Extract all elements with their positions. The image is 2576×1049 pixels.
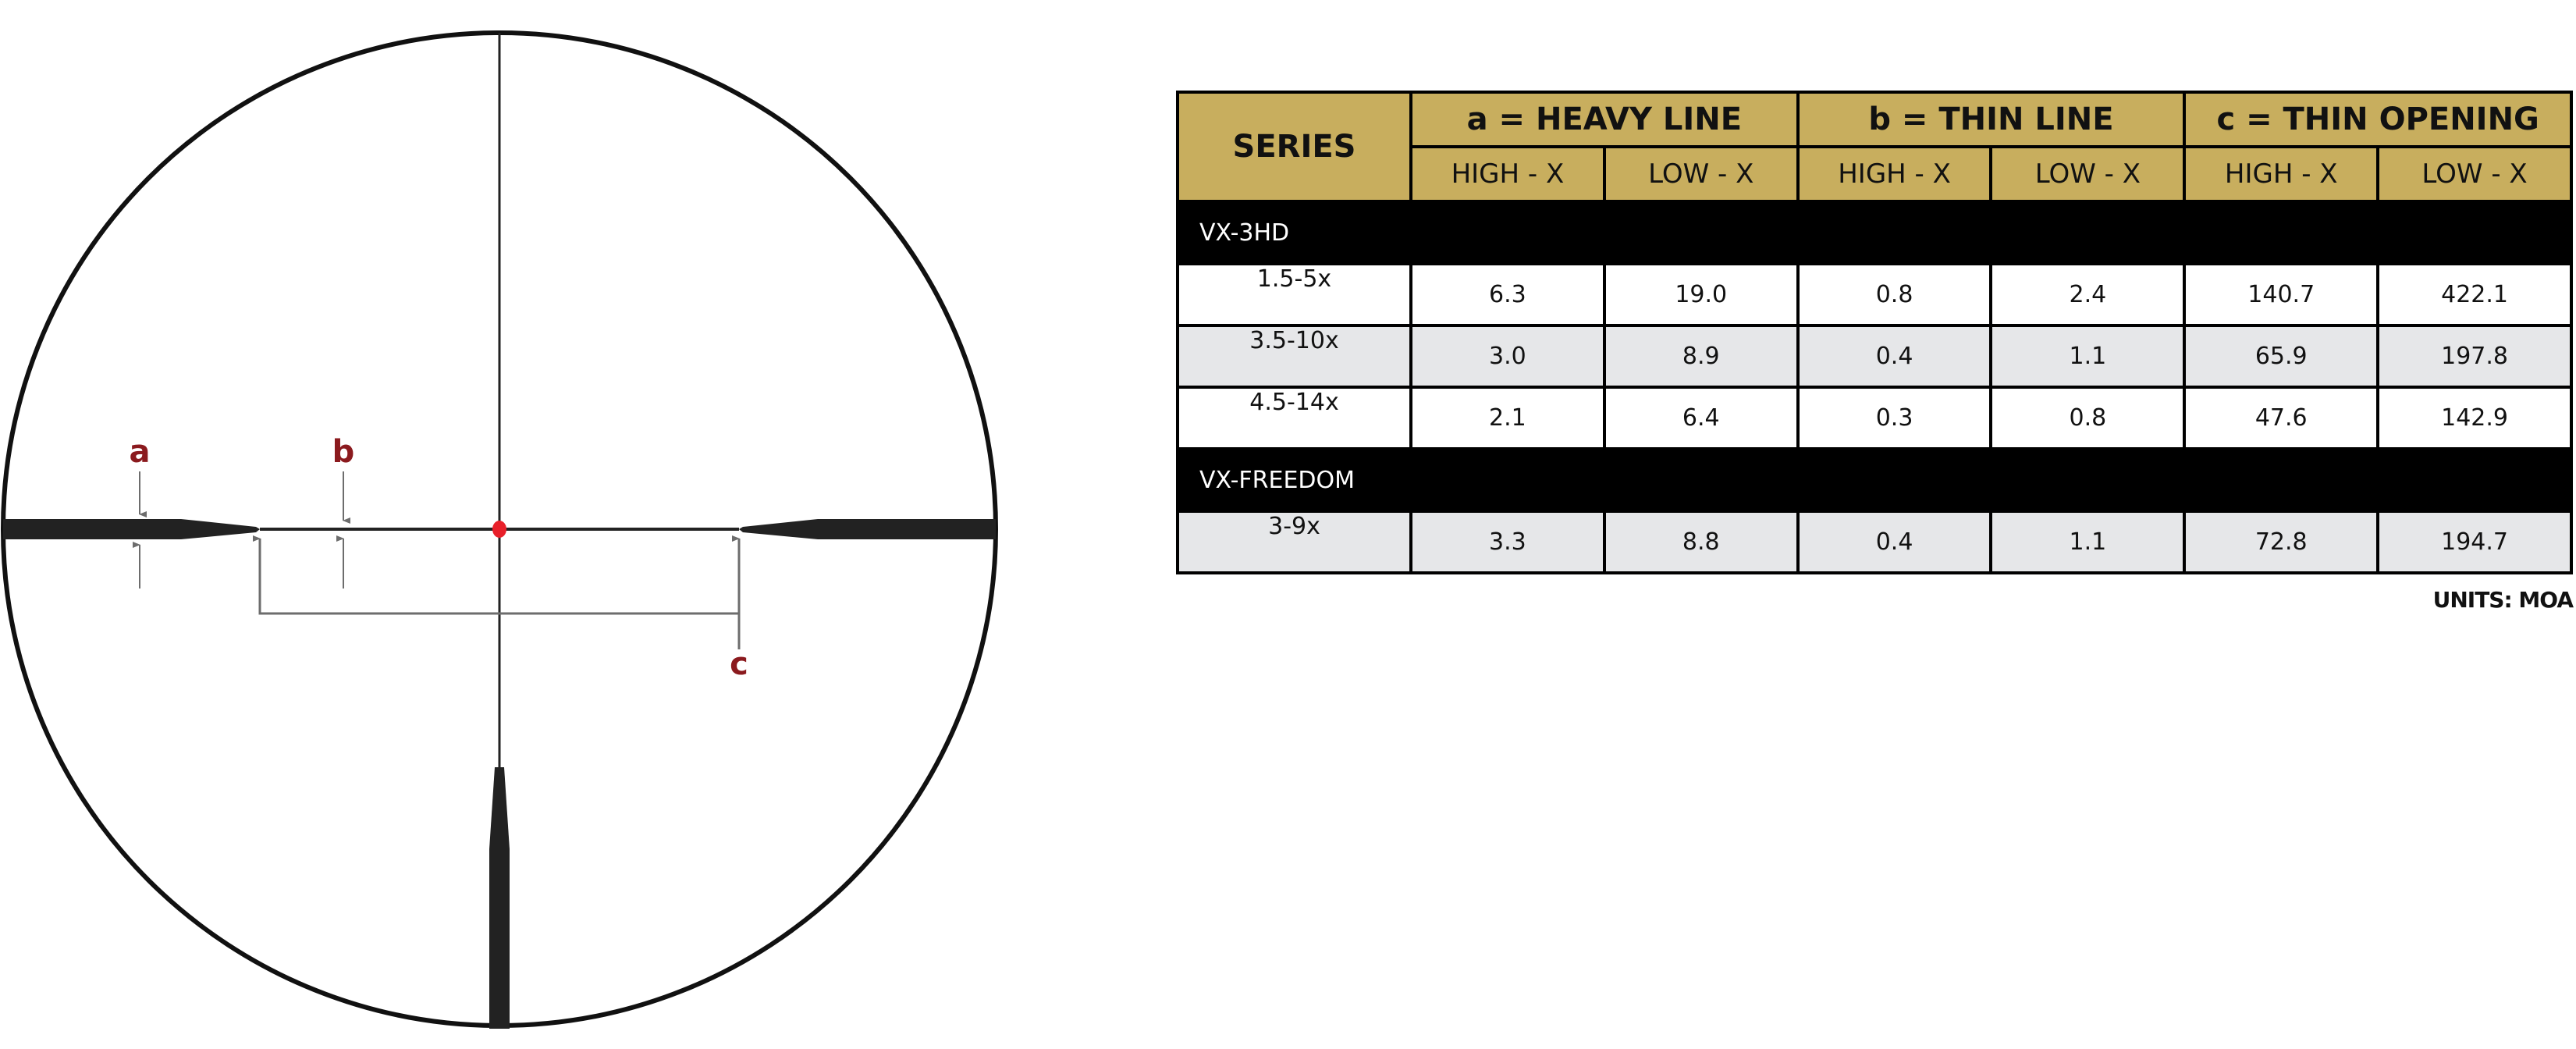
section-name: VX-FREEDOM (1176, 447, 2573, 513)
subheader: HIGH - X (2183, 145, 2380, 203)
value-cell: 8.9 (1602, 324, 1800, 389)
value-cell: 3.3 (1409, 510, 1606, 574)
value-cell: 194.7 (2376, 510, 2573, 574)
value-cell: 0.8 (1989, 386, 2187, 450)
section-row: VX-FREEDOM (1176, 447, 2573, 513)
value-cell: 65.9 (2183, 324, 2380, 389)
series-header: SERIES (1176, 91, 1412, 203)
value-cell: 0.4 (1796, 510, 1993, 574)
value-cell: 72.8 (2183, 510, 2380, 574)
section-name: VX-3HD (1176, 200, 2573, 265)
value-cell: 0.8 (1796, 262, 1993, 327)
subheader: LOW - X (1989, 145, 2187, 203)
magnification-label: 3.5-10x (1176, 324, 1412, 389)
magnification-label: 4.5-14x (1176, 386, 1412, 450)
value-cell: 142.9 (2376, 386, 2573, 450)
table-row: 3-9x 3.3 8.8 0.4 1.1 72.8 194.7 (1176, 510, 2573, 574)
label-a: a (130, 434, 151, 470)
value-cell: 422.1 (2376, 262, 2573, 327)
subheader: LOW - X (1602, 145, 1800, 203)
table-row: 4.5-14x 2.1 6.4 0.3 0.8 47.6 142.9 (1176, 386, 2573, 450)
table-row: 1.5-5x 6.3 19.0 0.8 2.4 140.7 422.1 (1176, 262, 2573, 327)
bottom-heavy-post (489, 767, 510, 1029)
value-cell: 2.4 (1989, 262, 2187, 327)
value-cell: 140.7 (2183, 262, 2380, 327)
value-cell: 2.1 (1409, 386, 1606, 450)
value-cell: 1.1 (1989, 510, 2187, 574)
label-c: c (730, 646, 748, 682)
value-cell: 47.6 (2183, 386, 2380, 450)
value-cell: 0.4 (1796, 324, 1993, 389)
value-cell: 19.0 (1602, 262, 1800, 327)
section-row: VX-3HD (1176, 200, 2573, 265)
subheader: HIGH - X (1409, 145, 1606, 203)
group-header-heavy-line: a = HEAVY LINE (1409, 91, 1800, 148)
reticle-diagram: a b c (1, 30, 998, 1029)
value-cell: 8.8 (1602, 510, 1800, 574)
value-cell: 197.8 (2376, 324, 2573, 389)
reticle-spec-table: SERIES a = HEAVY LINE b = THIN LINE c = … (1176, 91, 2573, 574)
value-cell: 3.0 (1409, 324, 1606, 389)
magnification-label: 3-9x (1176, 510, 1412, 574)
value-cell: 1.1 (1989, 324, 2187, 389)
value-cell: 6.4 (1602, 386, 1800, 450)
value-cell: 0.3 (1796, 386, 1993, 450)
table-row: 3.5-10x 3.0 8.9 0.4 1.1 65.9 197.8 (1176, 324, 2573, 389)
label-b: b (332, 434, 355, 470)
right-heavy-post (739, 519, 996, 539)
subheader: LOW - X (2376, 145, 2573, 203)
left-heavy-post (3, 519, 260, 539)
group-header-thin-line: b = THIN LINE (1796, 91, 2187, 148)
value-cell: 6.3 (1409, 262, 1606, 327)
group-header-thin-opening: c = THIN OPENING (2183, 91, 2573, 148)
magnification-label: 1.5-5x (1176, 262, 1412, 327)
subheader: HIGH - X (1796, 145, 1993, 203)
units-note: UNITS: MOA (2432, 587, 2574, 613)
center-red-dot (492, 521, 506, 538)
